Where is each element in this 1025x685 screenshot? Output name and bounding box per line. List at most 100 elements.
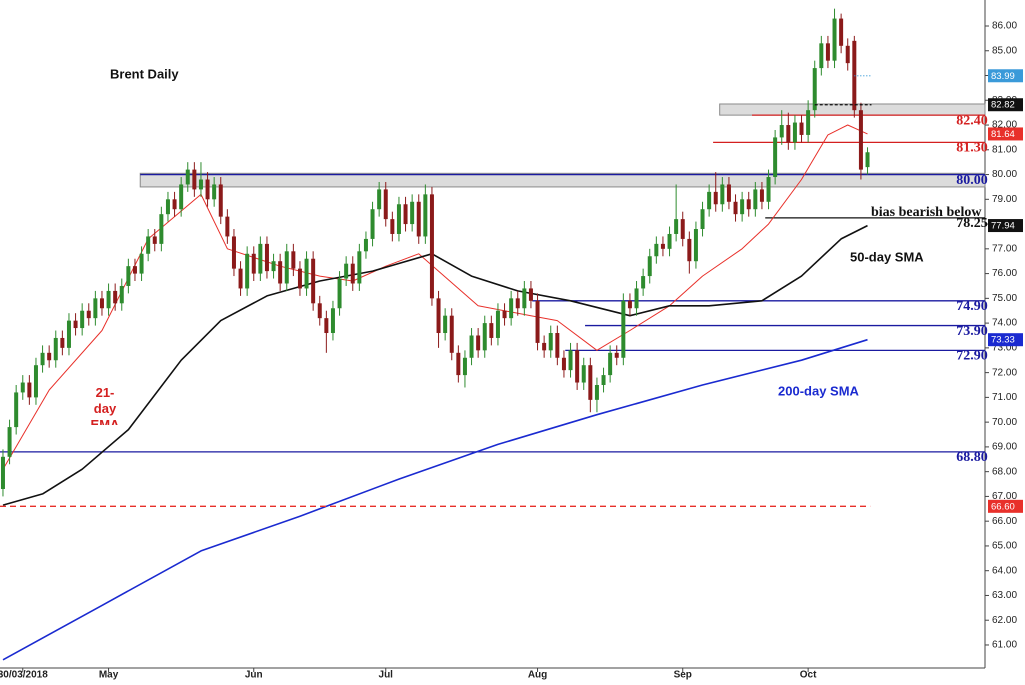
- candle-body: [621, 300, 626, 358]
- candle-body: [185, 169, 190, 185]
- candle-body: [825, 43, 830, 61]
- price-tag: [988, 499, 1023, 513]
- candle-body: [746, 199, 751, 210]
- zone: [139, 172, 986, 188]
- candle-body: [317, 303, 322, 319]
- candle-body: [80, 310, 85, 329]
- candle-body: [146, 236, 151, 254]
- candle-body: [720, 184, 725, 205]
- candle-body: [495, 310, 500, 338]
- candle-body: [858, 110, 863, 170]
- candle-body: [654, 243, 659, 257]
- candle-body: [271, 261, 276, 272]
- candle-body: [304, 258, 309, 289]
- candle-body: [344, 263, 349, 279]
- candle-body: [7, 427, 12, 457]
- y-tick-label: 62.00: [992, 615, 1017, 626]
- candle-body: [337, 278, 342, 309]
- candle-body: [806, 110, 811, 135]
- candle-body: [680, 219, 685, 239]
- candle-body: [126, 266, 131, 286]
- candle-body: [456, 352, 461, 376]
- level-label: 74.90: [956, 299, 988, 314]
- x-tick-label: Aug: [528, 670, 547, 680]
- level-label: 72.90: [956, 349, 988, 364]
- candle-body: [403, 204, 408, 225]
- y-tick-label: 67.00: [992, 491, 1017, 502]
- candle-body: [594, 385, 599, 400]
- candle-body: [205, 179, 210, 200]
- candle-body: [284, 251, 289, 284]
- y-tick-label: 64.00: [992, 565, 1017, 576]
- candle-body: [423, 194, 428, 237]
- candle-body: [700, 209, 705, 230]
- candle-body: [172, 199, 177, 210]
- candle-body: [297, 268, 302, 289]
- candle-body: [416, 201, 421, 237]
- candle-body: [251, 253, 256, 274]
- candle-body: [443, 315, 448, 334]
- y-tick-label: 73.00: [992, 343, 1017, 354]
- candle-body: [20, 382, 25, 393]
- candle-body: [634, 288, 639, 309]
- y-tick-label: 70.00: [992, 417, 1017, 428]
- y-tick-label: 81.00: [992, 144, 1017, 155]
- level-label: 81.30: [956, 141, 988, 156]
- candle-body: [674, 219, 679, 234]
- candle-body: [753, 189, 758, 210]
- candle-body: [139, 253, 144, 274]
- candle-body: [33, 365, 38, 398]
- candle-body: [225, 216, 230, 237]
- candle-body: [799, 122, 804, 135]
- candle-body: [535, 300, 540, 343]
- candle-body: [561, 357, 566, 371]
- candles: [0, 8, 870, 497]
- candle-body: [641, 276, 646, 289]
- y-tick-label: 85.00: [992, 45, 1017, 56]
- candle-body: [152, 236, 157, 244]
- y-tick-label: 79.00: [992, 194, 1017, 205]
- candle-body: [258, 243, 263, 274]
- candle-body: [113, 290, 118, 304]
- candle-body: [363, 238, 368, 252]
- tags: 83.99 82.82 81.64 77.94 73.33 66.60: [0, 69, 1023, 513]
- candle-body: [192, 169, 197, 190]
- candle-body: [86, 310, 91, 319]
- price-tag-label: 81.64: [991, 129, 1015, 140]
- candle-body: [839, 18, 844, 46]
- candle-body: [601, 375, 606, 386]
- candle-body: [792, 122, 797, 143]
- candle-body: [53, 337, 58, 361]
- candle-body: [357, 251, 362, 284]
- y-tick-label: 86.00: [992, 21, 1017, 32]
- candle-body: [165, 199, 170, 215]
- price-tag: [988, 98, 1023, 112]
- candle-body: [693, 229, 698, 262]
- level-label: 78.25: [956, 216, 988, 231]
- candle-body: [27, 382, 32, 398]
- candle-body: [119, 285, 124, 304]
- candle-body: [528, 288, 533, 301]
- candle-body: [812, 68, 817, 111]
- ema-label-box: 21-day EMA: [91, 385, 120, 425]
- candle-body: [238, 268, 243, 289]
- candle-body: [132, 266, 137, 274]
- candle-body: [66, 320, 71, 348]
- y-tick-label: 75.00: [992, 293, 1017, 304]
- x-tick-label: 30/03/2018: [0, 670, 48, 680]
- price-tag: [988, 127, 1023, 141]
- candle-body: [733, 201, 738, 215]
- y-tick-label: 82.00: [992, 120, 1017, 131]
- candle-body: [47, 352, 52, 361]
- candle-body: [581, 365, 586, 383]
- chart-title: Brent Daily: [110, 66, 179, 81]
- candle-body: [350, 263, 355, 284]
- candle-body: [713, 191, 718, 205]
- candle-body: [502, 310, 507, 319]
- candle-body: [264, 243, 269, 272]
- y-tick-label: 63.00: [992, 590, 1017, 601]
- y-tick-label: 80.00: [992, 169, 1017, 180]
- price-tag-label: 82.82: [991, 100, 1015, 111]
